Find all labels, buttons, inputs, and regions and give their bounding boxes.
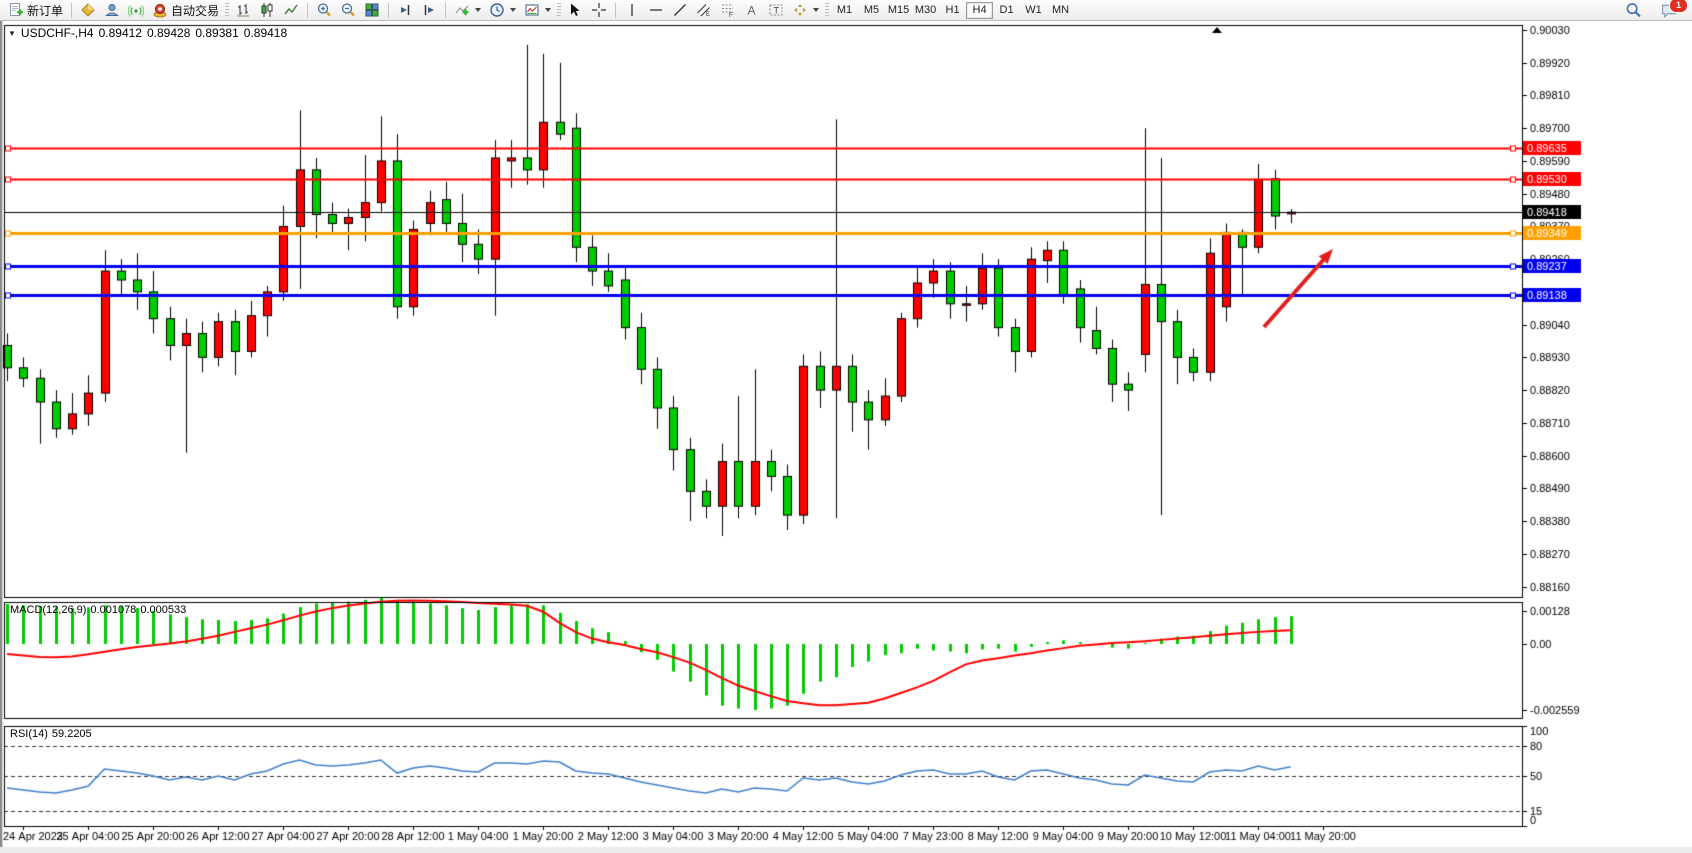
text-label-button[interactable]: T bbox=[764, 1, 788, 20]
svg-text:T: T bbox=[774, 6, 780, 16]
line-chart-button[interactable] bbox=[279, 1, 303, 20]
price-chart-canvas[interactable] bbox=[0, 21, 1692, 853]
fibonacci-button[interactable]: F bbox=[716, 1, 740, 20]
bar-chart-button[interactable] bbox=[231, 1, 255, 20]
new-order-button[interactable]: 新订单 bbox=[4, 1, 67, 20]
fibonacci-icon: F bbox=[720, 2, 736, 18]
zoom-in-icon bbox=[316, 2, 332, 18]
text-label-icon: T bbox=[768, 2, 784, 18]
timeframe-button-M1[interactable]: M1 bbox=[831, 2, 858, 19]
timeframe-button-D1[interactable]: D1 bbox=[993, 2, 1020, 19]
timeframe-button-MN[interactable]: MN bbox=[1047, 2, 1074, 19]
auto-scroll-button[interactable] bbox=[393, 1, 417, 20]
chart-shift-button[interactable] bbox=[417, 1, 441, 20]
cursor-icon bbox=[567, 2, 583, 18]
text-icon: A bbox=[744, 2, 760, 18]
data-window-icon bbox=[104, 2, 120, 18]
clock-icon bbox=[489, 2, 505, 18]
chart-shift-icon bbox=[421, 2, 437, 18]
horizontal-line-button[interactable] bbox=[644, 1, 668, 20]
vertical-line-icon bbox=[624, 2, 640, 18]
trendline-button[interactable] bbox=[668, 1, 692, 20]
main-toolbar: 新订单 自动交易 E F A T bbox=[0, 0, 1692, 21]
toolbar-grip bbox=[557, 2, 562, 18]
zoom-out-icon bbox=[340, 2, 356, 18]
one-click-trading-toggle[interactable]: ▼ bbox=[8, 28, 16, 38]
indicators-button[interactable] bbox=[450, 1, 485, 20]
templates-button[interactable] bbox=[520, 1, 555, 20]
crosshair-button[interactable] bbox=[587, 1, 611, 20]
new-order-label: 新订单 bbox=[27, 3, 64, 18]
dropdown-arrow bbox=[545, 8, 552, 12]
timeframe-button-W1[interactable]: W1 bbox=[1020, 2, 1047, 19]
equidistant-channel-icon: E bbox=[696, 2, 712, 18]
timeframe-button-M5[interactable]: M5 bbox=[858, 2, 885, 19]
timeframe-button-M15[interactable]: M15 bbox=[885, 2, 912, 19]
toolbar-separator bbox=[615, 2, 617, 18]
periods-button[interactable] bbox=[485, 1, 520, 20]
svg-text:F: F bbox=[729, 13, 733, 18]
toolbar-separator bbox=[71, 2, 73, 18]
signal-icon bbox=[128, 2, 145, 18]
indicators-icon bbox=[454, 2, 470, 18]
candlestick-chart-button[interactable] bbox=[255, 1, 279, 20]
bar-chart-icon bbox=[235, 2, 251, 18]
tile-windows-icon bbox=[364, 2, 380, 18]
toolbar-separator bbox=[388, 2, 390, 18]
navigator-button[interactable] bbox=[124, 1, 148, 20]
candlestick-chart-icon bbox=[259, 2, 275, 18]
cursor-button[interactable] bbox=[563, 1, 587, 20]
market-watch-button[interactable] bbox=[76, 1, 100, 20]
data-window-button[interactable] bbox=[100, 1, 124, 20]
tile-windows-button[interactable] bbox=[360, 1, 384, 20]
zoom-out-button[interactable] bbox=[336, 1, 360, 20]
timeframe-button-H1[interactable]: H1 bbox=[939, 2, 966, 19]
notification-badge: 1 bbox=[1669, 0, 1688, 13]
crosshair-icon bbox=[591, 2, 607, 18]
trendline-icon bbox=[672, 2, 688, 18]
line-chart-icon bbox=[283, 2, 299, 18]
dropdown-arrow bbox=[475, 8, 482, 12]
zoom-in-button[interactable] bbox=[312, 1, 336, 20]
search-button[interactable] bbox=[1621, 1, 1646, 20]
toolbar-separator bbox=[307, 2, 309, 18]
timeframe-toolbar: M1 M5 M15 M30 H1 H4 D1 W1 MN bbox=[831, 1, 1074, 19]
market-watch-icon bbox=[80, 2, 96, 18]
channel-button[interactable]: E bbox=[692, 1, 716, 20]
timeframe-button-M30[interactable]: M30 bbox=[912, 2, 939, 19]
new-order-icon bbox=[8, 2, 24, 18]
dropdown-arrow bbox=[813, 8, 820, 12]
vertical-line-button[interactable] bbox=[620, 1, 644, 20]
notifications-button[interactable]: 1 bbox=[1656, 0, 1688, 20]
dropdown-arrow bbox=[510, 8, 517, 12]
autotrading-button[interactable]: 自动交易 bbox=[148, 1, 223, 20]
horizontal-line-icon bbox=[648, 2, 664, 18]
toolbar-grip bbox=[225, 2, 230, 18]
chart-area: ▼ USDCHF-,H4 0.89412 0.89428 0.89381 0.8… bbox=[0, 21, 1692, 853]
auto-scroll-icon bbox=[397, 2, 413, 18]
arrows-button[interactable] bbox=[788, 1, 823, 20]
search-icon bbox=[1625, 2, 1642, 19]
svg-text:E: E bbox=[706, 12, 710, 18]
arrows-icon bbox=[792, 2, 808, 18]
svg-text:A: A bbox=[748, 4, 756, 18]
text-button[interactable]: A bbox=[740, 1, 764, 20]
autotrading-label: 自动交易 bbox=[171, 3, 220, 18]
template-icon bbox=[524, 2, 540, 18]
timeframe-button-H4[interactable]: H4 bbox=[966, 1, 994, 19]
toolbar-separator bbox=[445, 2, 447, 18]
autotrading-icon bbox=[152, 2, 168, 18]
toolbar-grip bbox=[825, 2, 830, 18]
